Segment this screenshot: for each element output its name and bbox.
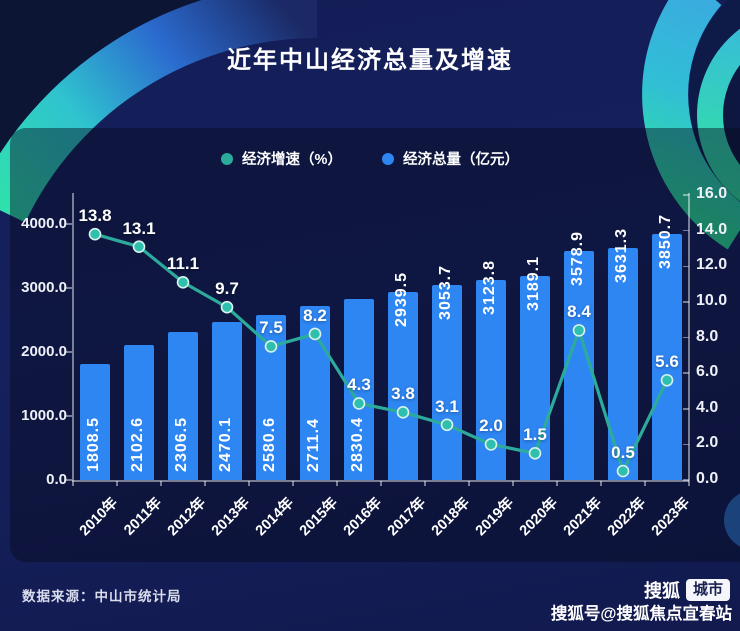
legend-dot-growth-icon xyxy=(221,152,234,165)
y-axis-right-tick xyxy=(683,443,689,446)
growth-value-label: 9.7 xyxy=(215,279,239,299)
y-axis-right-tick xyxy=(683,372,689,374)
y-tick-label-right: 12.0 xyxy=(696,256,728,274)
brand-badge: 城市 xyxy=(685,579,730,601)
x-axis-tick xyxy=(688,481,690,486)
growth-value-label: 8.4 xyxy=(567,302,591,322)
bar-value-label: 2470.1 xyxy=(217,417,234,472)
x-axis-tick xyxy=(336,481,338,486)
bar-value-label: 3850.7 xyxy=(657,213,674,269)
y-axis-left-tick xyxy=(66,287,72,289)
y-tick-label-left: 4000.0 xyxy=(21,215,67,232)
bar-value-label: 3189.1 xyxy=(525,255,542,311)
bar-value-label: 2830.4 xyxy=(349,417,366,472)
y-axis-left-tick xyxy=(66,223,72,225)
decor-corner-dark-top-left xyxy=(0,0,202,154)
bar-value-label: 2711.4 xyxy=(305,417,322,472)
y-tick-label-right: 4.0 xyxy=(696,398,719,416)
growth-value-label: 13.8 xyxy=(78,206,112,226)
bar-value-label: 1808.5 xyxy=(85,417,102,472)
x-axis-tick xyxy=(204,481,206,486)
x-axis-tick xyxy=(512,481,514,486)
growth-value-label: 8.2 xyxy=(303,305,327,325)
growth-value-label: 3.1 xyxy=(435,396,459,416)
growth-line-point xyxy=(88,227,102,241)
y-tick-label-left: 3000.0 xyxy=(21,279,67,296)
brand-logo: 搜狐 城市 xyxy=(644,577,730,603)
chart-title: 近年中山经济总量及增速 xyxy=(227,47,513,74)
bar-value-label: 3053.7 xyxy=(437,264,454,320)
growth-line-point xyxy=(220,300,234,314)
bar-value-label: 2580.6 xyxy=(261,417,278,472)
chart-legend: 经济增速（%） 经济总量（亿元） xyxy=(0,148,740,169)
y-axis-left-tick xyxy=(66,351,72,353)
legend-label-growth: 经济增速（%） xyxy=(242,152,342,168)
bar-value-label: 2102.6 xyxy=(129,417,146,472)
y-tick-label-left: 2000.0 xyxy=(21,343,67,360)
growth-value-label: 1.5 xyxy=(523,425,547,445)
y-axis-right-line xyxy=(688,193,690,481)
decor-arc-top-right xyxy=(642,0,740,250)
y-tick-label-left: 0.0 xyxy=(46,471,67,488)
x-axis-tick xyxy=(424,481,426,486)
bar-value-label: 3123.8 xyxy=(481,260,498,315)
decor-ring-top-right xyxy=(697,28,740,202)
x-axis-tick xyxy=(600,481,602,486)
legend-dot-total-icon xyxy=(381,152,394,165)
y-tick-label-right: 6.0 xyxy=(696,363,719,381)
data-source-note: 数据来源：中山市统计局 xyxy=(22,589,182,604)
decor-circle-bottom-right xyxy=(724,493,740,547)
watermark-text: 搜狐号@搜狐焦点宜春站 xyxy=(550,605,732,623)
y-axis-left-tick xyxy=(66,479,72,481)
growth-line-point xyxy=(132,240,146,253)
growth-value-label: 5.6 xyxy=(655,352,679,372)
y-tick-label-right: 0.0 xyxy=(696,470,719,487)
y-axis-right-tick xyxy=(683,265,689,267)
x-axis-tick xyxy=(160,481,162,486)
bar-value-label: 2306.5 xyxy=(173,417,190,472)
x-axis-tick xyxy=(292,481,294,486)
brand-name: 搜狐 xyxy=(643,581,680,601)
x-axis-tick xyxy=(468,481,470,486)
bar-value-label: 3631.3 xyxy=(613,227,630,283)
bar-value-label: 2939.5 xyxy=(393,271,410,327)
y-axis-right-tick xyxy=(683,301,689,303)
y-axis-right-tick xyxy=(683,194,689,196)
legend-item-growth: 经济增速（%） xyxy=(221,148,342,169)
x-axis-tick xyxy=(248,481,250,486)
y-tick-label-right: 2.0 xyxy=(696,434,719,452)
growth-value-label: 13.1 xyxy=(122,218,156,238)
growth-line-point xyxy=(176,275,190,289)
bar-value-label: 3578.9 xyxy=(569,230,586,286)
x-axis-tick xyxy=(116,481,118,486)
y-axis-left-line xyxy=(72,193,74,481)
x-axis-tick xyxy=(72,481,74,486)
y-axis-right-tick xyxy=(683,479,689,481)
y-tick-label-right: 14.0 xyxy=(696,220,728,238)
y-axis-right-tick xyxy=(683,229,689,232)
y-tick-label-right: 16.0 xyxy=(696,185,728,202)
y-tick-label-right: 10.0 xyxy=(696,291,728,309)
y-tick-label-right: 8.0 xyxy=(696,327,719,345)
growth-value-label: 0.5 xyxy=(611,443,635,463)
y-tick-label-left: 1000.0 xyxy=(21,407,67,424)
x-axis-tick xyxy=(380,481,382,486)
y-axis-right-tick xyxy=(683,336,689,339)
x-axis-line xyxy=(72,480,689,482)
x-axis-tick xyxy=(644,481,646,486)
x-axis-tick xyxy=(556,481,558,486)
y-axis-right-tick xyxy=(683,408,689,410)
legend-item-total: 经济总量（亿元） xyxy=(381,148,519,169)
legend-label-total: 经济总量（亿元） xyxy=(402,152,519,168)
y-axis-left-tick xyxy=(66,415,72,417)
decor-arc-top-left xyxy=(0,0,318,223)
growth-value-label: 11.1 xyxy=(166,254,200,274)
